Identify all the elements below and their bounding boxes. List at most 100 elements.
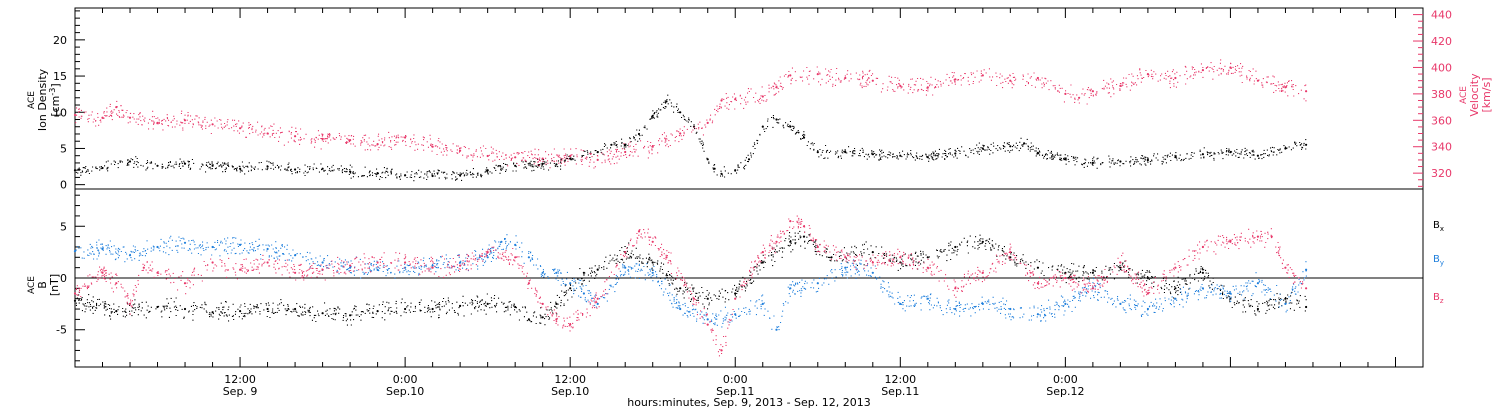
by-point	[1064, 302, 1067, 305]
velocity-point	[514, 156, 517, 159]
bx-point	[802, 235, 806, 238]
bx-point	[1091, 271, 1094, 274]
by-point	[761, 302, 764, 305]
density-tick-label: 10	[53, 106, 67, 119]
by-point	[183, 241, 187, 244]
velocity-point	[679, 132, 682, 135]
bz-point	[899, 256, 902, 259]
density-point	[1284, 147, 1287, 150]
by-point	[651, 271, 654, 274]
velocity-tick-label: 440	[1431, 9, 1452, 22]
bz-point	[1174, 266, 1177, 269]
by-point	[1119, 302, 1122, 305]
by-point	[954, 307, 957, 311]
by-series	[73, 234, 1308, 331]
density-point	[637, 132, 641, 136]
by-point	[1036, 313, 1039, 316]
by-point	[871, 271, 874, 274]
velocity-tick-label: 360	[1431, 114, 1452, 127]
velocity-point	[486, 154, 489, 158]
density-point	[775, 118, 778, 121]
by-point	[844, 266, 847, 269]
velocity-point	[404, 136, 407, 139]
x-tick-time-label: 12:00	[884, 373, 916, 386]
velocity-point	[1064, 92, 1067, 95]
density-label-ace: ACE	[27, 91, 37, 109]
density-label-name: Ion Density	[36, 68, 49, 131]
by-point	[156, 245, 159, 249]
density-point	[101, 166, 104, 170]
density-tick-label: 5	[60, 142, 67, 155]
velocity-point	[294, 135, 297, 138]
bx-point	[679, 287, 682, 290]
bx-point	[211, 311, 214, 314]
velocity-label-ace: ACE	[1459, 86, 1469, 104]
velocity-point	[789, 74, 792, 77]
velocity-point	[1119, 84, 1122, 87]
velocity-axis-ticks: 320 340 360 380 400 420 440	[1413, 9, 1452, 187]
x-tick-date-label: Sep.12	[1046, 385, 1084, 398]
bz-point	[1256, 235, 1259, 238]
b-tick-label: 0	[60, 272, 67, 285]
x-tick-date-label: Sep.10	[386, 385, 424, 398]
bz-point	[816, 245, 819, 249]
b-tick-label: -5	[56, 324, 67, 337]
x-tick-time-label: 12:00	[224, 373, 256, 386]
by-point	[981, 302, 984, 305]
bz-scatter-cloud	[75, 215, 1304, 357]
by-point	[431, 264, 434, 267]
density-point	[610, 143, 613, 146]
x-tick-time-label: 12:00	[554, 373, 586, 386]
bx-point	[541, 316, 544, 319]
bx-point	[1256, 307, 1259, 311]
velocity-point	[624, 150, 627, 154]
x-tick-time-label: 0:00	[723, 373, 748, 386]
bz-point	[514, 256, 517, 259]
bx-point	[1201, 271, 1204, 274]
bx-point	[266, 307, 269, 311]
velocity-point	[734, 98, 737, 101]
by-point	[486, 256, 489, 259]
velocity-point	[211, 123, 214, 126]
velocity-point	[1174, 76, 1177, 80]
velocity-point	[899, 84, 902, 87]
x-tick-date-label: Sep.10	[551, 385, 589, 398]
velocity-point	[871, 79, 874, 82]
density-point	[789, 125, 792, 128]
density-point	[156, 164, 159, 167]
x-axis-title: hours:minutes, Sep. 9, 2013 - Sep. 12, 2…	[627, 396, 871, 409]
velocity-point	[1036, 76, 1039, 80]
bz-point	[431, 266, 434, 269]
bz-point	[1091, 287, 1094, 290]
bz-point	[624, 251, 627, 254]
bx-point	[954, 245, 957, 249]
bz-point	[734, 297, 737, 300]
bz-point	[1305, 287, 1308, 290]
bz-point	[142, 266, 145, 269]
velocity-tick-label: 420	[1431, 35, 1452, 48]
velocity-point	[541, 157, 544, 160]
density-point	[1256, 154, 1259, 157]
bx-series	[73, 230, 1308, 326]
bz-point	[294, 271, 297, 274]
bz-point	[527, 282, 531, 285]
by-point	[679, 307, 682, 311]
bz-point	[954, 287, 957, 290]
bz-point	[665, 256, 668, 259]
density-series	[73, 94, 1308, 182]
velocity-point	[954, 78, 957, 81]
velocity-point	[1201, 69, 1204, 72]
by-point	[555, 271, 558, 274]
density-point	[73, 169, 77, 172]
bx-point	[1305, 305, 1308, 309]
velocity-label-name: Velocity	[1468, 73, 1481, 117]
velocity-series	[73, 59, 1308, 169]
bx-point	[183, 307, 187, 311]
by-point	[1256, 282, 1259, 285]
density-point	[1305, 143, 1308, 146]
velocity-point	[761, 95, 764, 98]
density-point	[541, 162, 544, 165]
velocity-tick-label: 400	[1431, 61, 1452, 74]
